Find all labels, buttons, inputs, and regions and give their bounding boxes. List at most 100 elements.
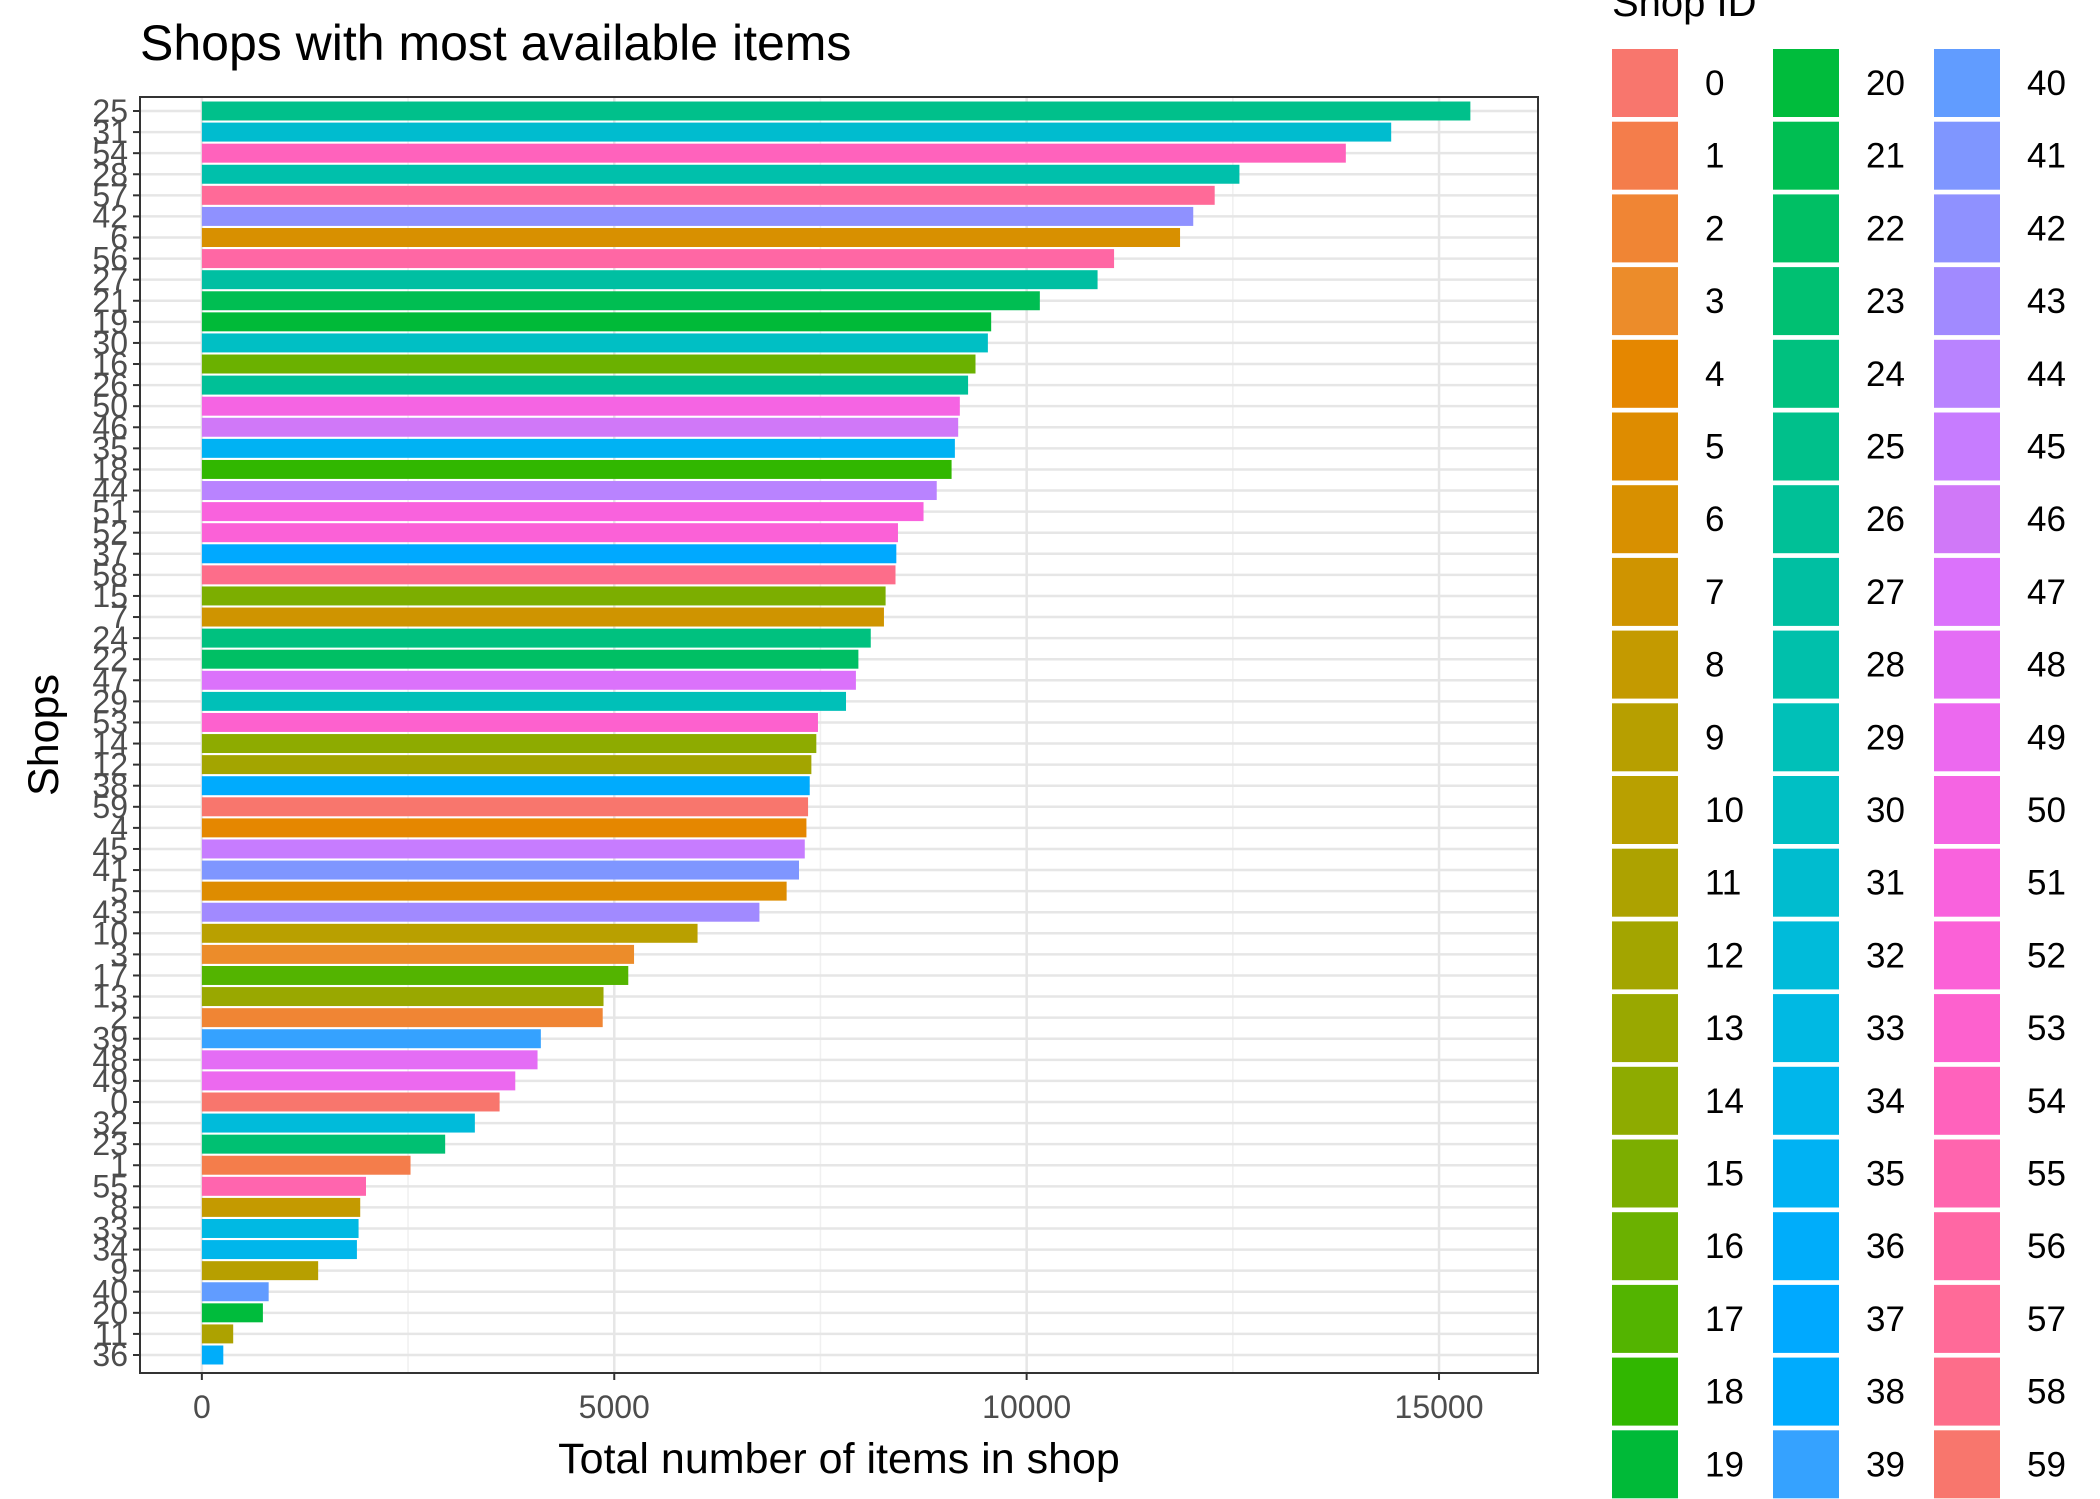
- bar-shop-35: [201, 438, 955, 458]
- legend-key-50: [1934, 776, 2000, 844]
- legend-label: 46: [2027, 500, 2066, 539]
- y-tick-label: 19: [92, 304, 128, 340]
- legend-label: 23: [1866, 282, 1905, 321]
- x-tick-label: 15000: [1395, 1389, 1484, 1425]
- y-tick-label: 56: [92, 241, 128, 277]
- legend-label: 6: [1705, 500, 1724, 539]
- legend-key-18: [1612, 1357, 1678, 1426]
- legend-key-42: [1934, 194, 2000, 263]
- bar-shop-53: [201, 712, 818, 732]
- legend-key-0: [1612, 49, 1678, 117]
- legend-label: 27: [1866, 573, 1905, 612]
- legend-label: 5: [1705, 428, 1724, 467]
- legend-label: 0: [1705, 64, 1724, 103]
- legend-label: 35: [1866, 1155, 1905, 1194]
- bar-shop-25: [201, 101, 1471, 121]
- y-tick-label: 9: [110, 1253, 128, 1289]
- bar-shop-19: [201, 312, 992, 332]
- legend-key-22: [1773, 194, 1839, 263]
- legend-label: 21: [1866, 137, 1905, 176]
- legend-key-36: [1773, 1212, 1839, 1281]
- legend-key-7: [1612, 557, 1678, 626]
- legend-label: 51: [2027, 864, 2066, 903]
- y-tick-label: 10: [92, 915, 128, 951]
- bar-shop-4: [201, 818, 807, 838]
- legend-key-35: [1773, 1139, 1839, 1208]
- y-tick-label: 43: [92, 894, 128, 930]
- legend-label: 20: [1866, 64, 1905, 103]
- y-tick-label: 54: [92, 135, 128, 171]
- y-tick-label: 26: [92, 367, 128, 403]
- legend: 0123456789101112131415161718192021222324…: [1612, 49, 2066, 1499]
- legend-key-1: [1612, 121, 1678, 190]
- legend-label: 16: [1705, 1227, 1744, 1266]
- legend-key-58: [1934, 1357, 2000, 1426]
- legend-key-8: [1612, 630, 1678, 699]
- legend-label: 18: [1705, 1373, 1744, 1412]
- bar-shop-26: [201, 375, 969, 395]
- bar-shop-55: [201, 1176, 366, 1196]
- legend-label: 29: [1866, 718, 1905, 757]
- legend-label: 57: [2027, 1300, 2066, 1339]
- x-tick-label: 0: [193, 1389, 211, 1425]
- legend-key-3: [1612, 267, 1678, 336]
- legend-key-39: [1773, 1430, 1839, 1499]
- bar-shop-38: [201, 776, 810, 796]
- bar-shop-32: [201, 1113, 475, 1133]
- y-tick-label: 36: [92, 1337, 128, 1373]
- legend-label: 3: [1705, 282, 1724, 321]
- bar-shop-23: [201, 1134, 446, 1154]
- bar-shop-20: [201, 1303, 263, 1323]
- legend-key-15: [1612, 1139, 1678, 1208]
- y-tick-label: 55: [92, 1168, 128, 1204]
- legend-label: 39: [1866, 1445, 1905, 1484]
- y-tick-layer: 2531542857426562721193016265046351844515…: [92, 93, 140, 1373]
- legend-label: 10: [1705, 791, 1744, 830]
- bar-shop-45: [201, 839, 805, 859]
- y-tick-label: 48: [92, 1042, 128, 1078]
- bar-shop-9: [201, 1261, 319, 1281]
- legend-label: 13: [1705, 1009, 1744, 1048]
- y-tick-label: 22: [92, 641, 128, 677]
- legend-key-32: [1773, 921, 1839, 990]
- legend-label: 49: [2027, 718, 2066, 757]
- legend-label: 59: [2027, 1445, 2066, 1484]
- legend-key-49: [1934, 703, 2000, 772]
- y-tick-label: 11: [95, 1316, 128, 1352]
- y-tick-label: 42: [92, 198, 128, 234]
- bar-shop-56: [201, 249, 1115, 269]
- y-tick-label: 21: [92, 283, 128, 319]
- bar-shop-52: [201, 523, 898, 543]
- bar-shop-54: [201, 143, 1346, 163]
- legend-key-44: [1934, 339, 2000, 408]
- legend-key-19: [1612, 1430, 1678, 1499]
- legend-label: 25: [1866, 428, 1905, 467]
- legend-label: 40: [2027, 64, 2066, 103]
- legend-key-55: [1934, 1139, 2000, 1208]
- legend-key-45: [1934, 412, 2000, 481]
- legend-key-33: [1773, 994, 1839, 1063]
- y-tick-label: 41: [92, 852, 128, 888]
- legend-label: 50: [2027, 791, 2066, 830]
- legend-key-14: [1612, 1066, 1678, 1135]
- legend-label: 44: [2027, 355, 2066, 394]
- bar-shop-5: [201, 881, 787, 901]
- bar-shop-21: [201, 291, 1040, 311]
- x-axis-title: Total number of items in shop: [558, 1435, 1120, 1483]
- legend-label: 41: [2027, 137, 2066, 176]
- legend-key-10: [1612, 776, 1678, 844]
- legend-label: 8: [1705, 646, 1724, 685]
- y-tick-label: 47: [92, 662, 128, 698]
- bar-shop-22: [201, 649, 859, 669]
- legend-key-20: [1773, 49, 1839, 117]
- y-tick-label: 0: [110, 1084, 128, 1120]
- chart-title: Shops with most available items: [140, 15, 851, 71]
- bar-shop-33: [201, 1219, 359, 1238]
- bar-shop-24: [201, 628, 871, 648]
- bar-shop-14: [201, 734, 817, 754]
- y-tick-label: 1: [110, 1147, 128, 1183]
- legend-key-30: [1773, 776, 1839, 844]
- legend-label: 55: [2027, 1155, 2066, 1194]
- legend-key-25: [1773, 412, 1839, 481]
